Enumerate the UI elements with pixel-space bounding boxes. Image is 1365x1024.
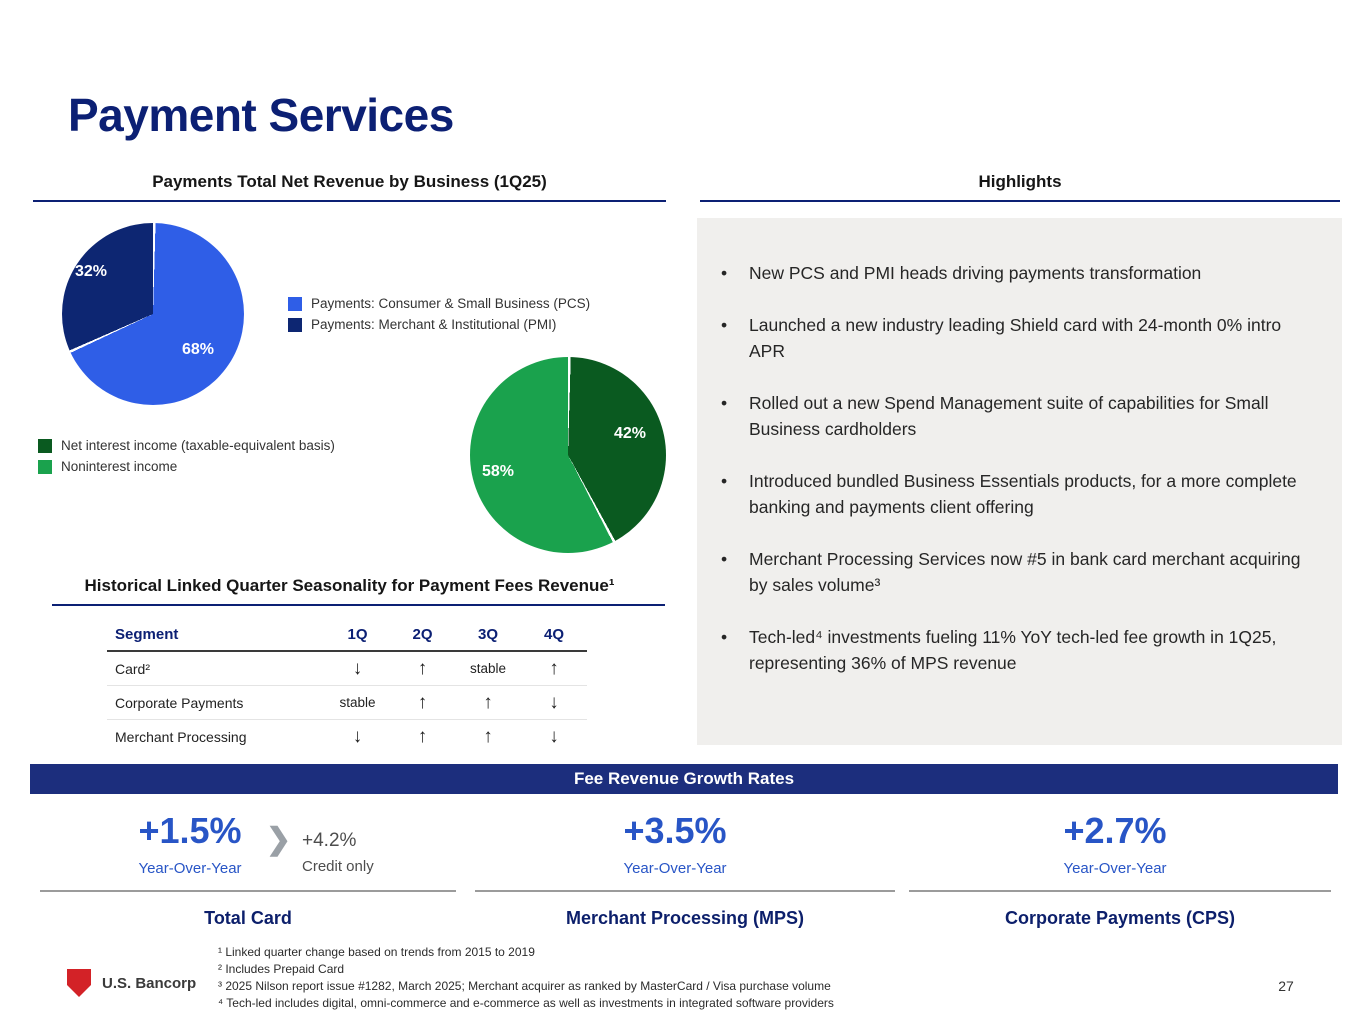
card-3q-trend: stable — [469, 661, 507, 676]
bullet-icon: • — [721, 471, 728, 491]
bullet-icon: • — [721, 627, 728, 647]
col-header-segment: Segment — [115, 625, 179, 643]
footnote-2: ² Includes Prepaid Card — [218, 962, 345, 976]
segment-card: Card² — [115, 660, 151, 677]
net-interest-swatch-icon — [38, 438, 52, 453]
seasonality-divider — [52, 604, 665, 606]
footnote-1: ¹ Linked quarter change based on trends … — [218, 945, 535, 959]
credit-only-growth-label: Credit only — [302, 858, 374, 875]
pmi-slice-label: 32% — [75, 263, 108, 280]
highlights-panel: • New PCS and PMI heads driving payments… — [697, 218, 1342, 745]
income-mix-pie-chart: 42% 58% — [470, 357, 666, 553]
cps-divider — [909, 890, 1331, 892]
card-1q-trend: ↓ — [352, 657, 363, 679]
credit-only-growth-value: +4.2% — [302, 830, 357, 851]
pcs-slice-label: 68% — [182, 341, 215, 358]
footnotes: ¹ Linked quarter change based on trends … — [218, 944, 1078, 1012]
bullet-icon: • — [721, 549, 728, 569]
col-header-4q: 4Q — [543, 625, 564, 643]
cps-1q-trend: stable — [339, 695, 376, 710]
seasonality-header-row: Segment 1Q 2Q 3Q 4Q — [107, 618, 587, 652]
list-item: • Launched a new industry leading Shield… — [721, 312, 1312, 364]
bullet-icon: • — [721, 263, 728, 283]
legend-label-noninterest: Noninterest income — [61, 459, 178, 474]
us-bancorp-logo: U.S. Bancorp — [66, 968, 196, 998]
mps-1q-trend: ↓ — [352, 726, 363, 747]
col-header-1q: 1Q — [347, 625, 368, 643]
cps-4q-trend: ↓ — [549, 691, 559, 713]
list-item: • Introduced bundled Business Essentials… — [721, 468, 1312, 520]
highlight-text: Introduced bundled Business Essentials p… — [749, 471, 1297, 517]
mps-2q-trend: ↑ — [417, 726, 428, 747]
cps-title: Corporate Payments (CPS) — [1004, 908, 1236, 928]
net-interest-slice-label: 42% — [614, 425, 647, 442]
table-row: Merchant Processing ↓ ↑ ↑ ↓ — [107, 720, 587, 754]
legend-item-noninterest: Noninterest income — [38, 459, 335, 474]
revenue-section-divider — [33, 200, 666, 202]
highlight-text: Launched a new industry leading Shield c… — [749, 315, 1282, 361]
mps-divider — [475, 890, 895, 892]
page-number: 27 — [1278, 978, 1294, 994]
total-card-divider — [40, 890, 456, 892]
legend-label-net-interest: Net interest income (taxable-equivalent … — [61, 438, 335, 453]
footnote-3: ³ 2025 Nilson report issue #1282, March … — [218, 979, 831, 993]
us-bancorp-shield-icon — [67, 969, 91, 997]
col-header-3q: 3Q — [477, 625, 498, 643]
highlights-divider — [700, 200, 1340, 202]
highlight-text: New PCS and PMI heads driving payments t… — [749, 263, 1202, 283]
cps-growth-label: Year-Over-Year — [1063, 860, 1167, 877]
mps-growth-value: +3.5% — [623, 810, 727, 851]
mps-3q-trend: ↑ — [483, 726, 493, 747]
noninterest-slice-label: 58% — [482, 463, 515, 480]
list-item: • Rolled out a new Spend Management suit… — [721, 390, 1312, 442]
legend-item-pcs: Payments: Consumer & Small Business (PCS… — [288, 296, 590, 311]
table-row: Corporate Payments stable ↑ ↑ ↓ — [107, 686, 587, 720]
business-mix-pie-chart: 32% 68% — [62, 223, 244, 405]
highlight-text: Tech-led⁴ investments fueling 11% YoY te… — [749, 627, 1277, 673]
revenue-section-title: Payments Total Net Revenue by Business (… — [152, 172, 547, 191]
segment-corporate-payments: Corporate Payments — [115, 694, 244, 711]
col-header-2q: 2Q — [412, 625, 433, 643]
mps-4q-trend: ↓ — [549, 726, 559, 747]
legend-item-net-interest: Net interest income (taxable-equivalent … — [38, 438, 335, 453]
noninterest-swatch-icon — [38, 459, 52, 474]
legend-label-pcs: Payments: Consumer & Small Business (PCS… — [311, 296, 591, 311]
business-pie-legend: Payments: Consumer & Small Business (PCS… — [288, 296, 590, 332]
footnote-4: ⁴ Tech-led includes digital, omni-commer… — [218, 996, 834, 1010]
pcs-swatch-icon — [288, 296, 302, 311]
highlight-text: Rolled out a new Spend Management suite … — [749, 393, 1269, 439]
pmi-swatch-icon — [288, 317, 302, 332]
legend-item-pmi: Payments: Merchant & Institutional (PMI) — [288, 317, 590, 332]
list-item: • Tech-led⁴ investments fueling 11% YoY … — [721, 624, 1312, 676]
total-card-title: Total Card — [204, 908, 292, 928]
page-title: Payment Services — [68, 89, 454, 141]
bullet-icon: • — [721, 315, 728, 335]
mps-growth-label: Year-Over-Year — [623, 860, 727, 877]
logo-text: U.S. Bancorp — [102, 974, 197, 992]
seasonality-section-title: Historical Linked Quarter Seasonality fo… — [84, 576, 615, 595]
highlight-text: Merchant Processing Services now #5 in b… — [749, 549, 1301, 595]
table-row: Card² ↓ ↑ stable ↑ — [107, 652, 587, 686]
bullet-icon: • — [721, 393, 728, 413]
income-pie-legend: Net interest income (taxable-equivalent … — [38, 438, 335, 474]
chevron-right-icon: ❯ — [266, 823, 292, 856]
highlights-section-title: Highlights — [978, 172, 1062, 191]
card-2q-trend: ↑ — [417, 657, 428, 679]
total-card-growth-value: +1.5% — [138, 810, 242, 851]
fee-revenue-banner: Fee Revenue Growth Rates — [30, 764, 1338, 794]
highlights-list: • New PCS and PMI heads driving payments… — [721, 260, 1312, 676]
total-card-growth-label: Year-Over-Year — [138, 860, 242, 877]
cps-2q-trend: ↑ — [417, 691, 428, 713]
legend-label-pmi: Payments: Merchant & Institutional (PMI) — [311, 317, 557, 332]
card-4q-trend: ↑ — [549, 657, 559, 679]
seasonality-table: Segment 1Q 2Q 3Q 4Q Card² ↓ ↑ stable ↑ C… — [107, 618, 587, 754]
mps-title: Merchant Processing (MPS) — [565, 908, 805, 928]
cps-3q-trend: ↑ — [483, 691, 493, 713]
list-item: • New PCS and PMI heads driving payments… — [721, 260, 1312, 286]
list-item: • Merchant Processing Services now #5 in… — [721, 546, 1312, 598]
cps-growth-value: +2.7% — [1063, 810, 1167, 851]
segment-merchant-processing: Merchant Processing — [115, 729, 247, 745]
